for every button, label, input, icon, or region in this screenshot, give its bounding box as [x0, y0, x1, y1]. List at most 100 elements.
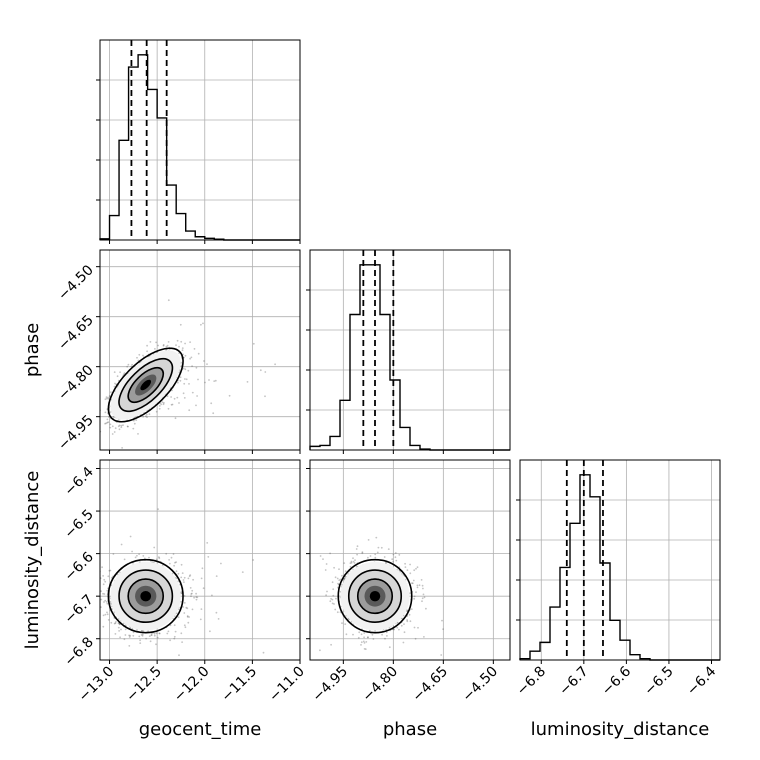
scatter-point — [217, 618, 220, 620]
scatter-point — [107, 619, 110, 621]
scatter-point — [169, 639, 172, 642]
scatter-point — [133, 422, 136, 425]
scatter-point — [209, 630, 211, 633]
scatter-point — [385, 631, 388, 634]
scatter-point — [188, 575, 191, 578]
scatter-point — [168, 562, 171, 565]
joint-content-phase_vs_geocent_time — [100, 299, 276, 449]
scatter-point — [173, 624, 176, 627]
scatter-point — [101, 566, 103, 569]
scatter-point — [180, 563, 183, 566]
scatter-point — [171, 403, 174, 406]
diag-frame-geocent_time — [99, 39, 301, 241]
scatter-point — [148, 635, 151, 637]
scatter-point — [157, 508, 160, 510]
scatter-point — [170, 556, 173, 559]
scatter-point — [154, 348, 156, 350]
scatter-point — [105, 422, 108, 425]
scatter-point — [191, 589, 194, 592]
scatter-point — [123, 558, 126, 561]
scatter-point — [158, 405, 161, 407]
scatter-point — [107, 421, 110, 423]
scatter-point — [148, 556, 150, 559]
scatter-point — [100, 590, 102, 593]
scatter-point — [211, 594, 213, 597]
scatter-point — [187, 577, 190, 580]
scatter-point — [190, 595, 192, 598]
scatter-point — [128, 645, 131, 647]
scatter-point — [204, 381, 206, 384]
scatter-point — [162, 403, 165, 406]
scatter-point — [182, 367, 185, 370]
scatter-point — [178, 345, 180, 348]
scatter-point — [201, 567, 204, 570]
scatter-point — [174, 417, 177, 420]
scatter-point — [191, 592, 193, 595]
histogram-geocent_time — [99, 54, 300, 241]
scatter-point — [179, 379, 182, 382]
scatter-point — [189, 587, 192, 589]
scatter-point — [113, 431, 116, 433]
scatter-point — [326, 590, 328, 593]
scatter-point — [188, 409, 191, 412]
scatter-point — [246, 381, 249, 383]
scatter-point — [119, 371, 121, 374]
scatter-point — [196, 395, 199, 397]
scatter-point — [149, 341, 152, 343]
scatter-point — [104, 613, 107, 616]
scatter-point — [178, 352, 181, 355]
scatter-point — [136, 356, 138, 359]
scatter-point — [106, 421, 109, 424]
scatter-point — [123, 372, 126, 375]
scatter-point — [215, 575, 218, 577]
scatter-point — [184, 368, 187, 371]
scatter-point — [181, 572, 184, 574]
contour-line-1-luminosity_distance_vs_geocent_time — [118, 569, 174, 624]
scatter-point — [202, 587, 205, 590]
scatter-point — [110, 621, 113, 624]
scatter-point — [174, 630, 177, 633]
scatter-point — [128, 634, 131, 637]
contour-line-0-luminosity_distance_vs_geocent_time — [107, 558, 184, 634]
scatter-point — [155, 643, 157, 646]
scatter-point — [123, 638, 126, 641]
scatter-point — [325, 563, 328, 565]
scatter-point — [181, 349, 184, 351]
scatter-point — [102, 614, 105, 617]
scatter-point — [176, 396, 179, 399]
scatter-point — [106, 418, 109, 421]
scatter-point — [104, 580, 107, 583]
scatter-point — [102, 575, 104, 577]
scatter-point — [120, 543, 123, 546]
scatter-point — [111, 433, 114, 435]
scatter-point — [183, 612, 186, 614]
scatter-point — [141, 634, 144, 637]
scatter-point — [115, 621, 117, 623]
scatter-point — [158, 632, 161, 635]
scatter-point — [195, 596, 198, 598]
scatter-point — [153, 634, 156, 637]
scatter-point — [127, 425, 129, 428]
scatter-point — [183, 595, 186, 597]
scatter-point — [103, 593, 106, 595]
scatter-point — [98, 608, 100, 610]
scatter-point — [195, 404, 197, 407]
scatter-point — [183, 397, 186, 399]
scatter-point — [177, 616, 180, 619]
scatter-point — [106, 397, 108, 400]
scatter-point — [120, 426, 123, 429]
scatter-point — [404, 562, 406, 565]
scatter-point — [191, 608, 194, 611]
scatter-point — [134, 556, 137, 559]
scatter-point — [126, 425, 129, 428]
scatter-point — [241, 571, 244, 573]
scatter-point — [109, 423, 112, 426]
scatter-point — [215, 611, 218, 614]
scatter-point — [155, 341, 158, 344]
scatter-point — [131, 550, 134, 553]
scatter-point — [102, 625, 105, 628]
scatter-point — [184, 342, 187, 345]
scatter-point — [108, 416, 110, 418]
scatter-point — [118, 630, 120, 632]
